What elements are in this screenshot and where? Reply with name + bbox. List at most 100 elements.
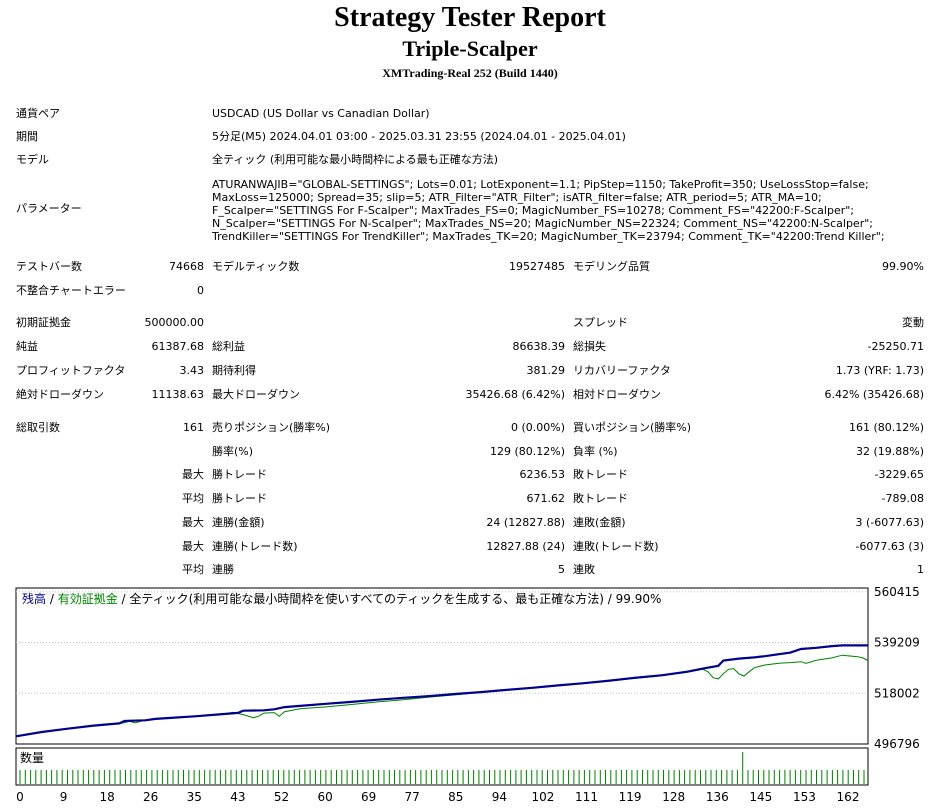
expected-payoff-label: 期待利得 (212, 364, 256, 377)
bars-value: 74668 (169, 260, 204, 273)
params-line: F_Scalper="SETTINGS For F-Scalper"; MaxT… (212, 204, 855, 217)
x-tick-label: 0 (16, 790, 24, 804)
rel-drawdown-label: 相対ドローダウン (573, 388, 661, 401)
x-tick-label: 43 (230, 790, 245, 804)
legend-equity: 有効証拠金 (58, 591, 118, 606)
max-consec-losses-label: 連敗(金額) (573, 516, 626, 529)
net-profit-value: 61387.68 (151, 340, 205, 353)
largest-win-label: 勝トレード (212, 468, 267, 481)
params-line: N_Scalper="SETTINGS For N-Scalper"; MaxT… (212, 217, 873, 230)
average-label: 平均 (182, 492, 204, 505)
mismatch-value: 0 (197, 284, 204, 297)
abs-drawdown-label: 絶対ドローダウン (16, 388, 104, 401)
x-tick-label: 94 (492, 790, 507, 804)
largest-win-value: 6236.53 (519, 468, 566, 481)
deposit-label: 初期証拠金 (16, 316, 71, 329)
recovery-factor-label: リカバリーファクタ (573, 364, 671, 377)
deposit-value: 500000.00 (144, 316, 205, 329)
quality-label: モデリング品質 (573, 260, 650, 273)
avg-consec-wins-label: 連勝 (212, 563, 234, 576)
gross-profit-label: 総利益 (212, 340, 245, 353)
x-tick-label: 35 (187, 790, 202, 804)
y-tick-label: 539209 (874, 636, 920, 650)
max-consec-label: 最大 (182, 516, 204, 529)
x-tick-label: 69 (361, 790, 376, 804)
gross-profit-value: 86638.39 (512, 340, 566, 353)
avg-consec-losses-label: 連敗 (573, 563, 595, 576)
x-tick-label: 145 (749, 790, 772, 804)
max-consec2-label: 最大 (182, 540, 204, 553)
x-tick-label: 153 (793, 790, 816, 804)
x-tick-label: 128 (662, 790, 685, 804)
net-profit-label: 純益 (16, 340, 38, 353)
x-tick-label: 102 (531, 790, 554, 804)
x-tick-label: 136 (706, 790, 729, 804)
x-tick-label: 162 (837, 790, 860, 804)
max-consec-profit-value: 12827.88 (24) (486, 540, 565, 553)
abs-drawdown-value: 11138.63 (151, 388, 205, 401)
legend-balance: 残高 (22, 591, 46, 606)
max-drawdown-label: 最大ドローダウン (212, 388, 300, 401)
win-rate-label: 勝率(%) (212, 445, 254, 458)
profit-factor-value: 3.43 (179, 364, 205, 377)
legend-sep: / (118, 592, 130, 606)
chart-grid (16, 591, 868, 694)
model-label: モデル (16, 153, 49, 166)
avg-consec-losses-value: 1 (917, 563, 924, 576)
short-positions-label: 売りポジション(勝率%) (212, 421, 331, 434)
recovery-factor-value: 1.73 (YRF: 1.73) (835, 364, 924, 377)
x-tick-label: 85 (448, 790, 463, 804)
avg-win-label: 勝トレード (212, 492, 267, 505)
bars-label: テストバー数 (16, 260, 82, 273)
balance-series-line (15, 644, 868, 738)
legend-sep: / (46, 592, 58, 606)
model-value: 全ティック (利用可能な最小時間枠による最も正確な方法) (212, 153, 499, 166)
largest-loss-label: 敗トレード (573, 468, 628, 481)
report-title: Strategy Tester Report (334, 2, 606, 33)
balance-chart: 残高 / 有効証拠金 / 全ティック(利用可能な最小時間枠を使いすべてのティック… (0, 582, 940, 806)
win-rate-value: 129 (80.12%) (489, 445, 565, 458)
x-axis-ticks: 0 9 18 26 35 43 52 60 69 77 85 94 102 111 119 128 136 145… (16, 790, 859, 804)
x-tick-label: 111 (575, 790, 598, 804)
gross-loss-label: 総損失 (573, 340, 606, 353)
x-tick-label: 60 (317, 790, 332, 804)
volume-label: 数量 (20, 750, 44, 765)
gross-loss-value: -25250.71 (867, 340, 924, 353)
server-name: XMTrading-Real 252 (Build 1440) (382, 66, 558, 80)
symbol-value: USDCAD (US Dollar vs Canadian Dollar) (212, 107, 430, 120)
x-tick-label: 119 (619, 790, 642, 804)
y-axis-ticks: 560415 539209 518002 496796 (874, 585, 920, 751)
x-tick-label: 9 (60, 790, 68, 804)
avg-consec-wins-value: 5 (558, 563, 565, 576)
total-trades-value: 161 (183, 421, 204, 434)
max-consec-wins-value: 24 (12827.88) (486, 516, 565, 529)
chart-svg: 残高 / 有効証拠金 / 全ティック(利用可能な最小時間枠を使いすべてのティック… (15, 585, 920, 804)
params-line: ATURANWAJIB="GLOBAL-SETTINGS"; Lots=0.01… (212, 178, 869, 191)
period-label: 期間 (16, 130, 38, 143)
x-tick-label: 18 (100, 790, 115, 804)
period-value: 5分足(M5) 2024.04.01 03:00 - 2025.03.31 23… (212, 130, 626, 143)
params-label: パラメーター (16, 202, 82, 215)
x-tick-label: 52 (274, 790, 289, 804)
max-consec-profit-label: 連勝(トレード数) (212, 540, 298, 553)
expected-payoff-value: 381.29 (526, 364, 566, 377)
avg-win-value: 671.62 (526, 492, 566, 505)
largest-loss-value: -3229.65 (874, 468, 924, 481)
max-consec-losses-value: 3 (-6077.63) (855, 516, 924, 529)
x-tick-label: 77 (405, 790, 420, 804)
avg-loss-value: -789.08 (881, 492, 924, 505)
loss-rate-label: 負率 (%) (573, 445, 618, 458)
avg-consec-label: 平均 (182, 563, 204, 576)
max-consec-loss-value: -6077.63 (3) (855, 540, 924, 553)
largest-label: 最大 (182, 468, 204, 481)
report-subtitle: Triple-Scalper (402, 36, 538, 61)
max-consec-wins-label: 連勝(金額) (212, 516, 265, 529)
max-drawdown-value: 35426.68 (6.42%) (465, 388, 565, 401)
symbol-label: 通貨ペア (16, 107, 60, 120)
spread-label: スプレッド (573, 316, 628, 329)
legend-description: 全ティック(利用可能な最小時間枠を使いすべてのティックを生成する、最も正確な方法… (129, 591, 661, 606)
ticks-label: モデルティック数 (212, 260, 300, 273)
short-positions-value: 0 (0.00%) (510, 421, 565, 434)
y-tick-label: 518002 (874, 686, 920, 700)
avg-loss-label: 敗トレード (573, 492, 628, 505)
